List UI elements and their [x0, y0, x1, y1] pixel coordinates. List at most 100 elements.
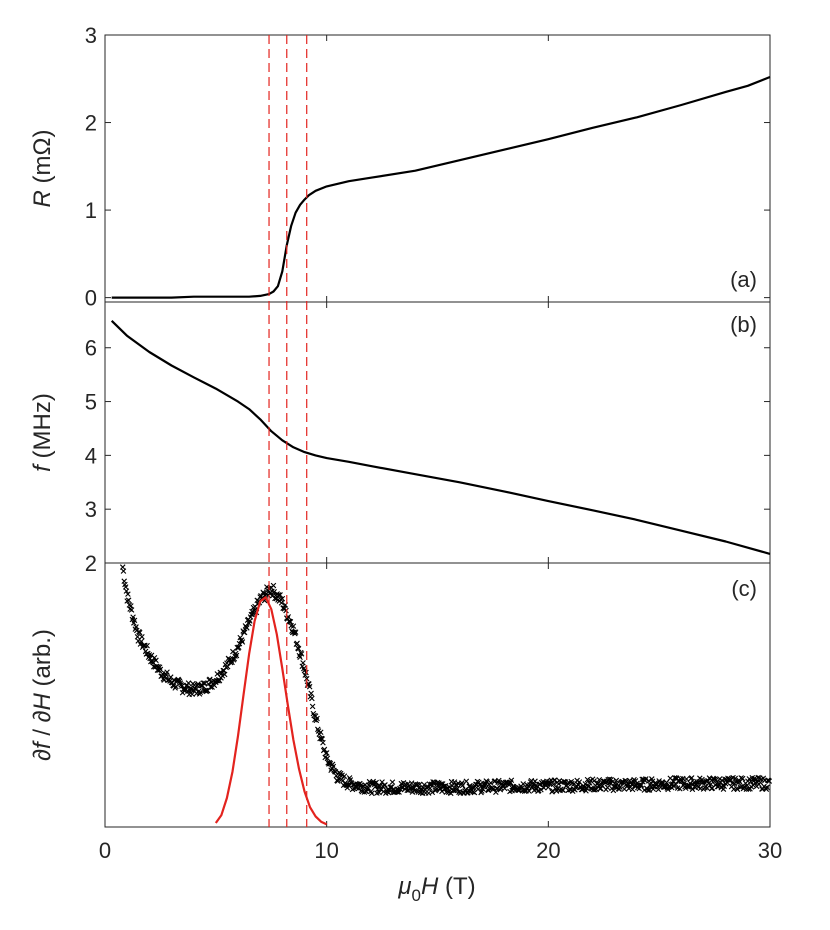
panel-c-series-df-dh-marker: [596, 776, 603, 783]
panel-c-series-df-dh-marker: [739, 775, 746, 782]
x-tick-label: 0: [99, 838, 111, 863]
panel-b-series-f-line: [110, 320, 771, 555]
panel-c-series-df-dh-marker: [207, 684, 214, 690]
panel-b-y-tick-label: 5: [85, 390, 97, 415]
panel-a-y-tick-label: 0: [85, 286, 97, 311]
panel-c-series-df-dh-marker: [429, 789, 436, 796]
panel-a-frame: [104, 34, 771, 303]
panel-c-series-df-dh-marker: [463, 778, 470, 785]
panel-c-series-df-dh-marker: [300, 660, 306, 666]
panel-c-series-df-dh-marker: [197, 689, 204, 696]
panel-b-y-ticks: 3 4 5 6: [85, 302, 771, 563]
panel-c-series-df-dh-marker: [244, 625, 250, 631]
panel-c-plot: [119, 564, 773, 826]
panel-b-ylabel-var: f: [29, 463, 56, 472]
panel-a-plot: [111, 75, 771, 299]
panel-c-ylabel-d1: ∂: [29, 749, 56, 761]
panel-c-series-df-dh: [119, 564, 773, 797]
panel-c-series-df-dh-marker: [309, 695, 315, 702]
panel-c-series-df-dh-marker: [303, 675, 310, 682]
panel-c-series-df-dh-marker: [368, 790, 375, 797]
panel-c-series-df-dh-marker: [508, 777, 515, 784]
panel-c-series-df-dh-marker: [526, 788, 532, 794]
panel-c-series-df-dh-marker: [532, 778, 538, 784]
panel-c-ylabel-d2: ∂: [29, 710, 56, 722]
panel-c-series-df-dh-marker: [545, 784, 552, 791]
x-tick-label: 20: [536, 838, 560, 863]
panel-c-series-df-dh-marker: [560, 787, 566, 793]
panel-c-series-df-dh-marker: [157, 666, 164, 673]
panel-c-series-df-dh-marker: [404, 787, 410, 794]
panel-c-series-df-dh-marker: [270, 582, 277, 589]
panel-c-series-df-dh-marker: [216, 677, 223, 684]
panel-c: 2 (c) ∂f / ∂H (arb.): [29, 551, 773, 828]
panel-b-ylabel-unit: (MHz): [29, 393, 56, 465]
panel-c-series-df-dh-marker: [431, 781, 437, 787]
panel-c-series-df-dh-marker: [449, 783, 456, 789]
panel-c-series-df-dh-marker: [649, 778, 656, 785]
panel-c-series-df-dh-marker: [277, 592, 283, 598]
panel-c-series-df-dh-marker: [173, 683, 179, 690]
panel-c-series-df-dh-marker: [520, 781, 526, 787]
panel-c-series-df-dh-marker: [738, 775, 744, 781]
x-tick-label: 30: [758, 838, 782, 863]
panel-c-series-df-dh-marker: [708, 781, 714, 788]
panel-c-series-df-dh-marker: [120, 568, 127, 574]
panel-c-series-df-dh-marker: [443, 789, 450, 796]
panel-c-series-df-dh-marker: [308, 690, 314, 697]
panel-c-series-df-dh-marker: [236, 640, 243, 647]
panel-a-ylabel-unit: (mΩ): [29, 130, 56, 191]
x-axis-title-H: H: [421, 873, 439, 900]
panel-c-series-df-dh-marker: [153, 657, 159, 664]
panel-c-ylabel: ∂f / ∂H (arb.): [29, 629, 56, 761]
panel-b-tag: (b): [730, 312, 757, 337]
panel-c-series-df-dh-marker: [309, 703, 316, 710]
panel-c-series-df-dh-marker: [144, 642, 150, 649]
panel-c-series-df-dh-marker: [501, 785, 508, 792]
panel-c-series-df-dh-marker: [469, 784, 476, 791]
panel-c-series-df-dh-marker: [314, 715, 320, 722]
panel-b-frame: [104, 301, 771, 564]
panel-c-series-df-dh-marker: [638, 782, 645, 788]
panel-c-series-df-dh-marker: [389, 779, 396, 785]
panel-c-series-df-dh-marker: [337, 772, 343, 778]
panel-c-series-df-dh-marker: [292, 629, 299, 635]
panel-c-series-df-dh-marker: [177, 680, 184, 686]
panel-c-series-df-dh-marker: [185, 680, 192, 686]
panel-c-series-df-dh-marker: [711, 776, 718, 783]
panel-c-series-df-dh-marker: [755, 774, 761, 781]
x-tick-label: 10: [314, 838, 338, 863]
x-axis-title-mu: μ: [397, 873, 411, 900]
panel-c-series-df-dh-marker: [764, 784, 770, 791]
panel-a: 0 1 2 3 (a) R (mΩ): [29, 23, 771, 311]
panel-c-series-df-dh-marker: [283, 607, 289, 614]
panel-c-series-gaussian-fit-line: [214, 596, 328, 826]
panel-c-series-df-dh-marker: [643, 776, 649, 782]
panel-c-ylabel-f: f: [29, 740, 56, 749]
panel-c-series-df-dh-marker: [200, 680, 207, 686]
panel-c-series-df-dh-marker: [123, 588, 130, 594]
panel-c-series-df-dh-marker: [164, 669, 170, 675]
panel-c-series-df-dh-marker: [576, 779, 583, 785]
panel-c-series-df-dh-marker: [688, 775, 695, 781]
panel-c-ylabel-sep: /: [29, 722, 56, 742]
panel-c-series-df-dh-marker: [134, 634, 141, 640]
x-axis-title-sub: 0: [412, 886, 421, 905]
panel-c-series-df-dh-marker: [306, 683, 313, 690]
panel-c-series-df-dh-marker: [341, 773, 348, 779]
panel-a-ylabel: R (mΩ): [29, 130, 56, 208]
panel-c-series-df-dh-marker: [195, 681, 201, 687]
panel-c-series-df-dh-marker: [278, 600, 285, 606]
panel-c-series-df-dh-marker: [130, 614, 136, 620]
panel-b-y-tick-label: 4: [85, 443, 97, 468]
panel-a-y-tick-label: 1: [85, 198, 97, 223]
panel-c-ylabel-unit: (arb.): [29, 629, 56, 693]
reference-lines: [268, 35, 308, 827]
panel-c-series-df-dh-marker: [136, 629, 143, 636]
panel-c-series-df-dh-marker: [324, 755, 331, 762]
panel-a-y-tick-label: 3: [85, 23, 97, 48]
panel-c-series-df-dh-marker: [451, 779, 458, 785]
panel-c-series-df-dh-marker: [323, 750, 330, 756]
panel-b: 3 4 5 6 (b) f (MHz): [29, 301, 771, 564]
panel-c-series-df-dh-marker: [294, 640, 300, 647]
